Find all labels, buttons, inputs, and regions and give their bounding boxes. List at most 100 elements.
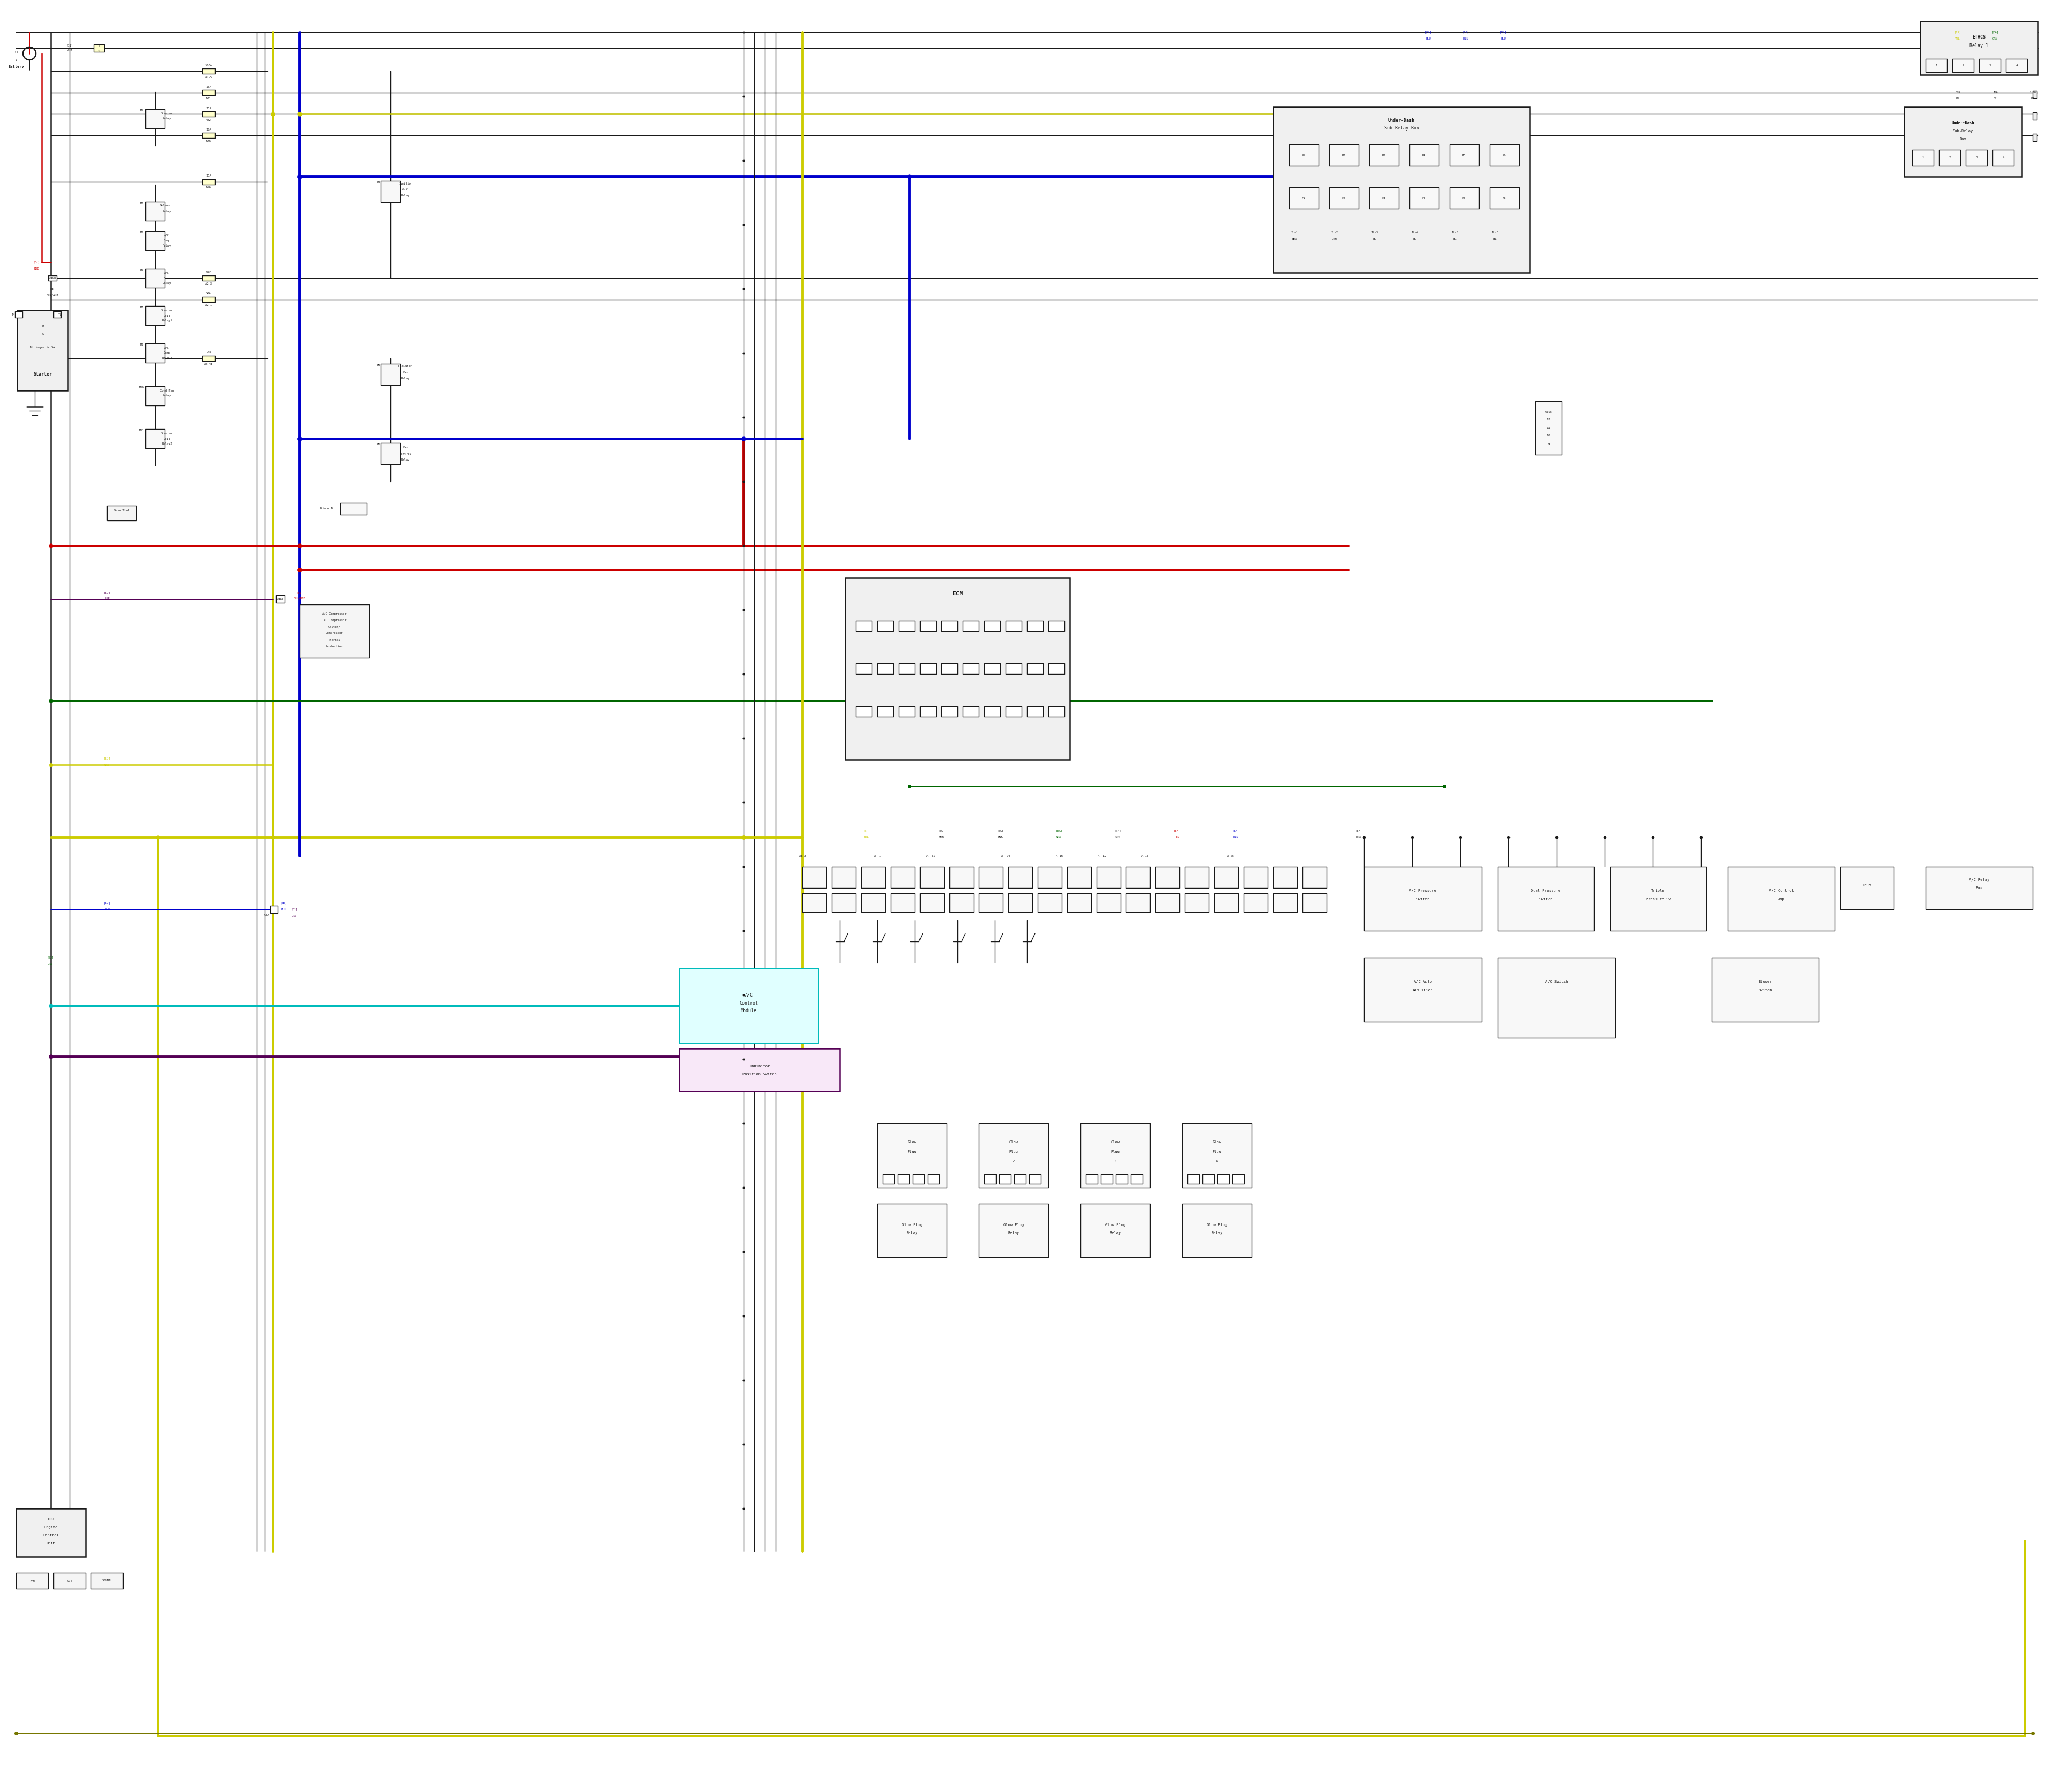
Bar [1006, 706, 1021, 717]
Text: C695: C695 [1863, 883, 1871, 887]
Bar [900, 620, 914, 631]
Text: [E/]: [E/] [1356, 830, 1362, 831]
Bar [1009, 867, 1033, 889]
Bar [1329, 145, 1358, 167]
Text: [EA]: [EA] [1992, 30, 1999, 34]
Text: Diode B: Diode B [320, 507, 333, 509]
Bar [14, 312, 23, 317]
Bar [1080, 1124, 1150, 1188]
Bar [1048, 706, 1064, 717]
Bar [963, 706, 980, 717]
Text: BL: BL [1372, 238, 1376, 240]
Text: ORN: ORN [939, 835, 945, 839]
Text: Glow Plug: Glow Plug [1105, 1224, 1126, 1226]
Text: BRN: BRN [1356, 835, 1362, 839]
Bar [1727, 867, 1834, 930]
Bar [877, 620, 893, 631]
Bar [949, 894, 974, 912]
Text: [E/]: [E/] [1173, 830, 1181, 831]
Text: BLU: BLU [1501, 38, 1506, 39]
Text: A  12: A 12 [1097, 855, 1107, 857]
Bar [1370, 186, 1399, 208]
Bar [1409, 145, 1440, 167]
Bar [877, 706, 893, 717]
Text: T1: T1 [58, 314, 62, 315]
Text: BLU/RED: BLU/RED [294, 597, 306, 599]
Text: Relay: Relay [401, 376, 411, 380]
Bar [1273, 108, 1530, 272]
Bar [1101, 1174, 1113, 1185]
Text: YEL: YEL [1955, 38, 1960, 39]
Text: IL-1: IL-1 [1292, 231, 1298, 235]
Bar [1068, 867, 1091, 889]
Bar [980, 1204, 1048, 1256]
Bar [16, 1509, 86, 1557]
Bar [1097, 894, 1121, 912]
Text: A/C Auto: A/C Auto [1413, 980, 1432, 984]
Text: Relay: Relay [1009, 1231, 1019, 1235]
Text: 4: 4 [1216, 1159, 1218, 1163]
Bar [201, 179, 216, 185]
Text: R1: R1 [1302, 154, 1304, 156]
Bar [1097, 867, 1121, 889]
Text: [EA]: [EA] [996, 830, 1004, 831]
Text: 7.5A: 7.5A [2029, 91, 2036, 93]
Bar [146, 202, 164, 220]
Bar [1048, 620, 1064, 631]
Text: Switch: Switch [1538, 898, 1553, 901]
Bar [1966, 151, 1986, 167]
Text: [EE]: [EE] [279, 901, 288, 905]
Bar [912, 1174, 924, 1185]
Text: Relay: Relay [162, 281, 170, 285]
Bar [949, 867, 974, 889]
Text: A  51: A 51 [926, 855, 935, 857]
Text: Glow Plug: Glow Plug [1206, 1224, 1226, 1226]
Text: [ES]: [ES] [296, 591, 304, 593]
Text: IL-3: IL-3 [1372, 231, 1378, 235]
Bar [380, 443, 401, 464]
Bar [1840, 867, 1894, 909]
Bar [1183, 1204, 1251, 1256]
Bar [980, 1124, 1048, 1188]
Text: A/C Switch: A/C Switch [1545, 980, 1567, 984]
Bar [2033, 113, 2038, 120]
Bar [803, 867, 826, 889]
Text: T4: T4 [12, 314, 14, 315]
Text: [EA]: [EA] [939, 830, 945, 831]
Text: Scan Tool: Scan Tool [115, 509, 129, 513]
Text: A/C: A/C [164, 235, 170, 237]
Bar [201, 111, 216, 116]
Text: Relay: Relay [1212, 1231, 1222, 1235]
Bar [877, 1204, 947, 1256]
Bar [877, 1124, 947, 1188]
Text: Starter: Starter [160, 432, 173, 435]
Bar [941, 620, 957, 631]
Text: Relay: Relay [162, 246, 170, 247]
Text: [EA]: [EA] [1462, 30, 1469, 34]
Text: [EA]: [EA] [1232, 830, 1239, 831]
Text: BLK/WHT: BLK/WHT [47, 294, 58, 297]
Text: A/C: A/C [164, 271, 170, 274]
Bar [53, 312, 62, 317]
Text: BL: BL [1493, 238, 1497, 240]
Bar [1290, 186, 1319, 208]
Bar [1927, 59, 1947, 72]
Text: PUR: PUR [105, 597, 109, 599]
Bar [861, 867, 885, 889]
Bar [16, 310, 68, 391]
Bar [201, 357, 216, 360]
Text: Fan: Fan [403, 446, 409, 450]
Text: 20A: 20A [205, 351, 212, 353]
Bar [1364, 957, 1481, 1021]
Text: C408: C408 [49, 276, 55, 280]
Bar [1290, 145, 1319, 167]
Bar [1027, 620, 1043, 631]
Text: Starter: Starter [160, 308, 173, 312]
Text: A/C: A/C [746, 993, 754, 998]
Text: A29: A29 [205, 140, 212, 143]
Bar [928, 1174, 939, 1185]
Bar [1214, 894, 1239, 912]
Text: [EJ]: [EJ] [103, 901, 111, 905]
Text: C47: C47 [263, 914, 269, 916]
Text: Relay2: Relay2 [162, 443, 173, 446]
